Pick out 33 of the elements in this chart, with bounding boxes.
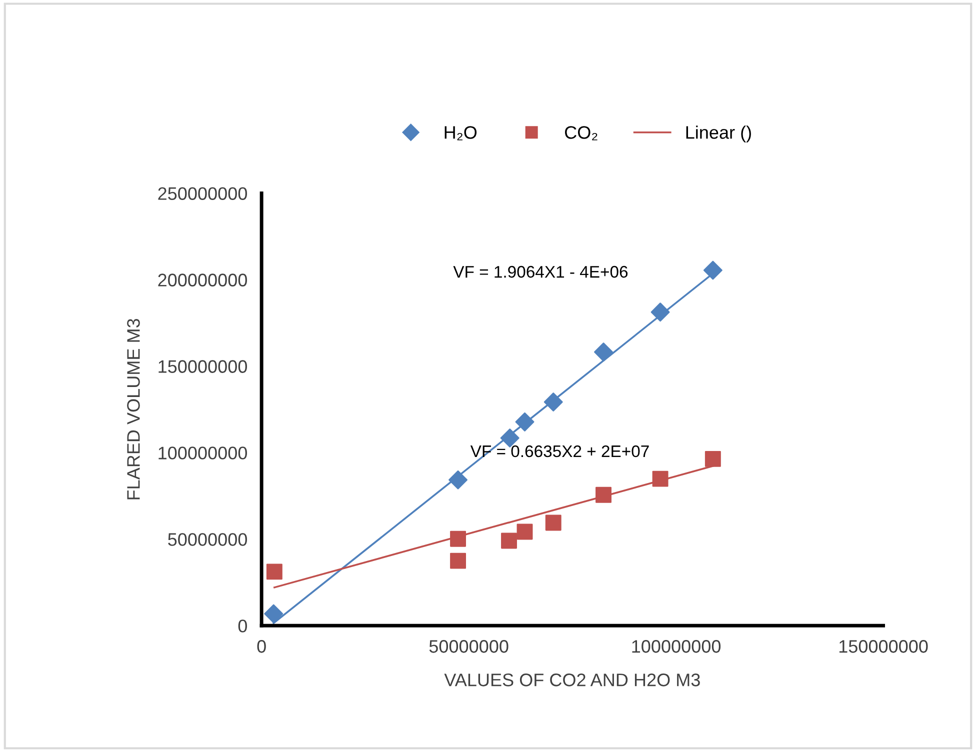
y-tick-label: 0 [238, 620, 247, 632]
point [544, 392, 563, 412]
point [515, 412, 534, 432]
point [596, 486, 612, 503]
y-tick-label: 150000000 [158, 360, 247, 373]
x-tick-label: 50000000 [429, 640, 508, 653]
point [266, 564, 282, 580]
point [545, 514, 562, 531]
x-tick-label: 100000000 [632, 640, 721, 653]
point [652, 470, 668, 487]
point [704, 450, 721, 467]
point [501, 532, 517, 549]
annotation: VF = 1.9064X1 - 4E+06 [453, 266, 628, 278]
y-tick-label: 200000000 [158, 274, 247, 286]
point [264, 604, 284, 624]
x-tick-label: 0 [257, 640, 266, 653]
annotation: VF = 0.6635X2 + 2E+07 [470, 445, 649, 458]
point [450, 552, 466, 569]
y-axis-title: FLARED VOLUME M3 [127, 318, 140, 500]
point [594, 342, 613, 362]
point [516, 524, 533, 540]
legend-label: H₂O [444, 126, 477, 140]
point [703, 260, 722, 280]
y-tick-label: 50000000 [168, 533, 247, 546]
legend-label: Linear () [686, 126, 751, 142]
legend-label: CO₂ [565, 126, 598, 140]
point [450, 530, 466, 547]
x-tick-label: 150000000 [839, 640, 928, 653]
x-axis-title: VALUES OF CO2 AND H2O M3 [444, 674, 700, 686]
y-tick-label: 100000000 [158, 446, 247, 460]
point [650, 302, 670, 322]
y-tick-label: 250000000 [158, 187, 247, 200]
point [448, 470, 468, 490]
